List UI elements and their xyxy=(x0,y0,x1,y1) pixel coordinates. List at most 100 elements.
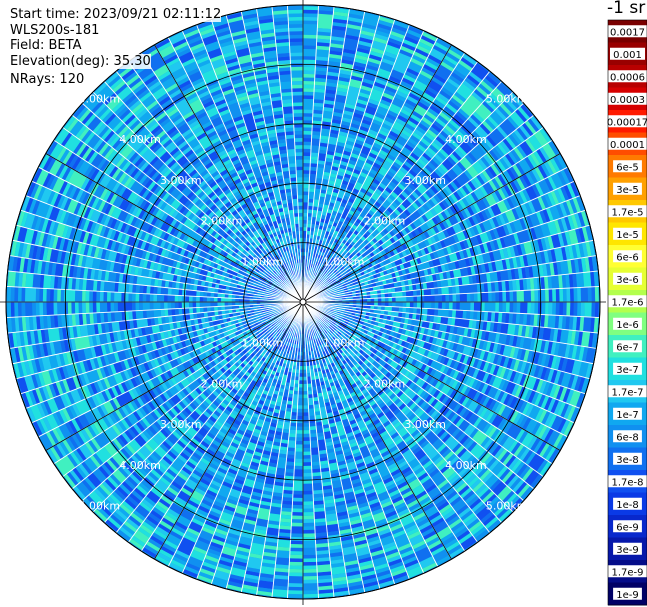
range-gate-cells xyxy=(303,175,529,302)
colorbar-label-bg xyxy=(606,70,647,83)
range-gate-cells xyxy=(62,182,237,272)
range-gate-cells xyxy=(255,319,301,528)
colorbar-label-bg xyxy=(613,227,642,240)
colorbar-label-bg xyxy=(613,250,642,263)
range-gate-cells xyxy=(68,302,303,434)
range-gate-cells xyxy=(304,304,459,524)
colorbar-label-bg xyxy=(606,385,647,398)
range-gate-cells xyxy=(123,512,144,533)
range-gate-cells xyxy=(316,246,568,300)
azimuth-spoke xyxy=(45,153,304,303)
range-gate-cells xyxy=(81,317,285,493)
ray-gap xyxy=(196,301,304,580)
colorbar-tick-label: 1e-9 xyxy=(616,590,639,601)
ray-gap xyxy=(302,301,478,543)
range-gate-cells xyxy=(169,89,264,237)
colorbar-label-bg xyxy=(613,452,642,465)
range-gate-cells xyxy=(488,142,557,192)
range-gate-cells xyxy=(228,67,249,103)
ray-gap xyxy=(181,30,304,303)
range-gate-cells xyxy=(390,30,406,40)
range-gate-cells xyxy=(348,30,375,89)
ray-gap xyxy=(25,195,304,303)
range-gate-cells xyxy=(233,312,301,564)
range-gate-cells xyxy=(316,208,551,298)
range-gate-cells xyxy=(305,24,408,296)
range-gate-cells xyxy=(21,195,217,274)
range-gate-cells xyxy=(372,325,558,398)
range-gate-cells xyxy=(309,26,392,279)
colorbar-tick-label: 6e-5 xyxy=(616,162,639,173)
range-ring-label: 2.00km xyxy=(201,215,243,228)
range-gate-cells xyxy=(17,336,91,363)
range-gate-cells xyxy=(303,13,319,281)
range-gate-cells xyxy=(454,445,513,502)
range-gate-cells xyxy=(303,302,531,480)
range-gate-cells xyxy=(260,32,279,67)
range-gate-cells xyxy=(155,38,299,293)
ray-gap xyxy=(302,301,586,395)
ray-gap xyxy=(128,301,304,543)
range-gate-cells xyxy=(303,302,529,444)
range-gate-cells xyxy=(304,308,378,585)
range-gate-cells xyxy=(305,303,554,460)
range-gate-cells xyxy=(308,71,465,294)
range-gate-cells xyxy=(364,214,575,286)
range-gate-cells xyxy=(260,361,297,575)
colorbar-tick-label: 1.7e-7 xyxy=(611,387,643,398)
range-gate-cells xyxy=(243,20,293,240)
range-gate-cells xyxy=(182,25,295,280)
colorbar: 0.0017 0.001 0.0006 0.0003 0.00017 0.0001 6e-5… xyxy=(603,19,647,606)
range-gate-cells xyxy=(75,188,240,274)
ray-gap xyxy=(302,301,575,424)
field-label: Field: BETA xyxy=(10,38,82,53)
ray-gap xyxy=(302,70,491,303)
range-gate-cells xyxy=(45,157,288,294)
ray-gap xyxy=(81,301,304,502)
range-gate-cells xyxy=(75,142,133,188)
range-gate-cells xyxy=(242,13,300,278)
range-gate-cells xyxy=(357,128,552,266)
range-gate-cells xyxy=(350,136,517,267)
range-gate-cells xyxy=(325,323,521,509)
range-gate-cells xyxy=(188,70,299,293)
colorbar-tick-label: 0.0003 xyxy=(610,95,645,106)
range-gate-cells xyxy=(317,302,596,318)
range-gate-cells xyxy=(147,80,267,248)
range-gate-cells xyxy=(103,92,294,292)
range-gate-cells xyxy=(514,385,576,421)
ray-gap xyxy=(115,70,304,303)
range-gate-cells xyxy=(305,308,414,555)
range-gate-cells xyxy=(114,123,298,298)
colorbar-label-bg xyxy=(613,182,642,195)
range-gate-cells xyxy=(356,326,557,429)
range-gate-cells xyxy=(104,112,303,302)
range-ring-label: 1.00km xyxy=(323,337,365,350)
range-gate-cells xyxy=(13,225,100,259)
range-ring-label: 3.00km xyxy=(160,418,202,431)
ray-gap xyxy=(225,301,304,589)
range-gate-cells xyxy=(421,59,473,127)
range-gate-cells xyxy=(331,388,402,563)
range-gate-cells xyxy=(117,125,135,143)
range-gate-cells xyxy=(35,368,104,403)
range-gate-cells xyxy=(333,41,433,236)
ray-gap xyxy=(302,61,478,303)
ray-gap xyxy=(302,8,350,303)
range-gate-cells xyxy=(319,307,551,396)
ray-gap xyxy=(302,301,466,552)
range-gate-cells xyxy=(316,312,540,486)
ray-gap xyxy=(16,224,304,303)
range-gate-cells xyxy=(62,407,72,422)
range-gate-cells xyxy=(310,368,350,597)
range-gate-cells xyxy=(106,95,158,149)
range-gate-cells xyxy=(307,70,418,293)
range-gate-cells xyxy=(323,376,389,571)
range-gate-cells xyxy=(119,108,301,300)
range-gate-cells xyxy=(585,241,592,257)
range-gate-cells xyxy=(474,87,508,121)
ray-gap xyxy=(287,301,304,599)
radar-center-marker xyxy=(299,298,307,306)
colorbar-label-bg xyxy=(603,115,647,128)
range-gate-cells xyxy=(258,18,302,288)
